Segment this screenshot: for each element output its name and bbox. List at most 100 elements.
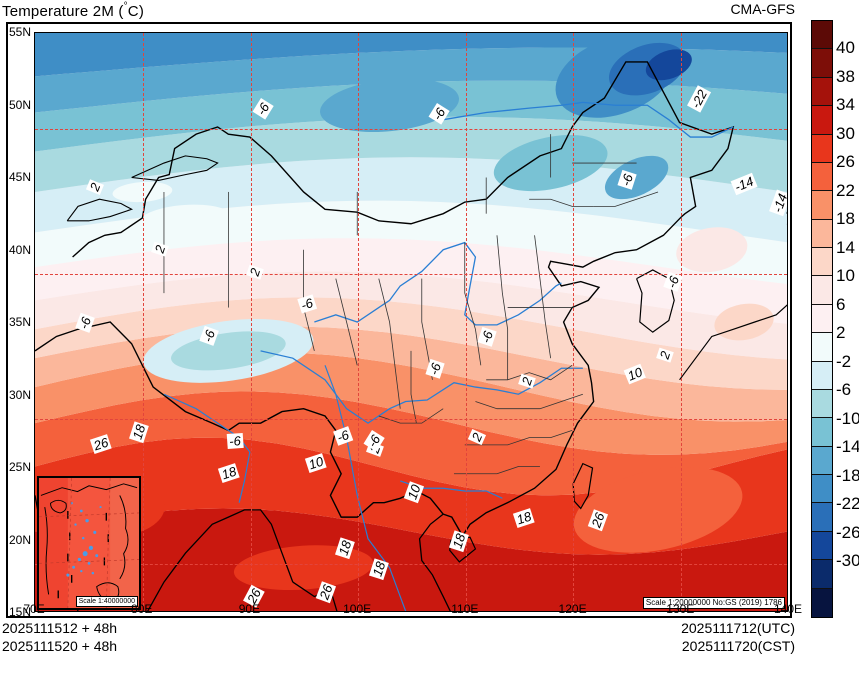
colorbar-band-17 (812, 503, 832, 532)
geo-line (534, 235, 552, 359)
graticule-lon-120 (573, 33, 574, 611)
lat-label-20N: 20N (9, 532, 32, 547)
colorbar-band-1 (812, 49, 832, 78)
colorbar-band-0 (812, 21, 832, 50)
colorbar-band-2 (812, 77, 832, 107)
lon-label-80E: 80E (131, 602, 153, 616)
colorbar-band-12 (812, 361, 832, 390)
colorbar-tick-2: 2 (836, 323, 846, 343)
colorbar-tick-22: 22 (836, 180, 855, 200)
init-time-line-2: 2025111520 + 48h (2, 638, 118, 654)
cold-ne-china-2 (604, 155, 669, 200)
colorbar-tick-6: 6 (836, 294, 846, 314)
geo-line (335, 278, 358, 366)
valid-time-cst: 2025111720(CST) (681, 638, 795, 654)
colorbar-tick-34: 34 (836, 95, 855, 115)
colorbar-tick-minus10: -10 (836, 408, 859, 428)
colorbar-tick-minus26: -26 (836, 522, 859, 542)
geo-line (324, 365, 407, 611)
page-title: Temperature 2M (°C) (2, 1, 145, 20)
colorbar-band-15 (812, 446, 832, 475)
colorbar-tick-10: 10 (836, 266, 855, 286)
geo-line (636, 269, 675, 333)
graticule-lat-50 (35, 129, 787, 130)
lat-label-50N: 50N (9, 97, 32, 112)
geo-line (475, 393, 583, 410)
shade--6 (35, 157, 787, 243)
graticule-lat-40 (35, 274, 787, 275)
temperature-field (35, 33, 787, 611)
colorbar-tick-14: 14 (836, 237, 855, 257)
lat-label-30N: 30N (9, 387, 32, 402)
shade-6 (35, 271, 787, 360)
colorbar-band-9 (812, 276, 832, 305)
south-china-sea-inset: Scale 1:40000000 (37, 476, 141, 610)
geo-line (593, 191, 659, 207)
shade-10 (35, 297, 787, 390)
lon-label-100E: 100E (343, 602, 372, 616)
cold-mongolia (320, 78, 459, 133)
geo-line (443, 101, 734, 138)
colorbar-ticks: 40 38 34 30 26 22 18 14 10 6 2 -2 -6 -10 -14 -18 -22 -26 -… (836, 20, 859, 618)
colorbar-band-5 (812, 162, 832, 192)
colorbar[interactable] (811, 20, 833, 618)
cold-core-ne-inner (645, 49, 692, 81)
shade-30 (35, 508, 787, 611)
lat-label-35N: 35N (9, 315, 32, 329)
model-label: CMA-GFS (730, 1, 795, 17)
lon-label-140E: 140E (773, 602, 803, 616)
colorbar-band-19 (812, 560, 832, 589)
colorbar-band-18 (812, 531, 832, 561)
warm-indochina (233, 545, 374, 591)
colorbar-tick-minus18: -18 (836, 465, 859, 485)
valid-time-utc: 2025111712(UTC) (681, 620, 795, 636)
mild-xinjiang-2 (112, 181, 173, 203)
degree-symbol: ° (123, 1, 128, 12)
geo-line (453, 466, 540, 475)
colorbar-tick-minus6: -6 (836, 380, 852, 400)
shade-22 (35, 391, 787, 496)
geo-line (292, 513, 451, 611)
geo-line (496, 235, 509, 380)
graticule-lon-80 (143, 33, 144, 611)
lon-label-130E: 130E (666, 602, 695, 616)
geo-line (410, 350, 417, 424)
colorbar-band-3 (812, 106, 832, 135)
graticule-lon-100 (358, 33, 359, 611)
graticule-lat-20 (35, 564, 787, 565)
geo-line (529, 198, 594, 207)
colorbar-tick-minus2: -2 (836, 351, 852, 371)
graticule-lat-30 (35, 419, 787, 420)
mild-xinjiang (137, 204, 234, 238)
colorbar-tick-minus22: -22 (836, 494, 859, 514)
geo-line (679, 223, 787, 381)
geo-line (35, 321, 444, 518)
colorbar-band-13 (812, 389, 832, 419)
map-scale-text: Scale 1:20000000 No:GS (2019) 1786 (642, 597, 785, 609)
lat-label-15N: 15N (9, 605, 32, 619)
colorbar-tick-40: 40 (836, 38, 855, 58)
lon-label-110E: 110E (451, 602, 479, 616)
colorbar-tick-minus30: -30 (836, 551, 859, 571)
graticule-lon-110 (466, 33, 467, 611)
geo-line (314, 241, 562, 326)
lat-label-25N: 25N (9, 460, 32, 474)
colorbar-tick-26: 26 (836, 152, 855, 172)
temperature-field-svg (35, 33, 787, 611)
colorbar-tick-30: 30 (836, 123, 855, 143)
geo-line (486, 365, 573, 381)
geo-line (464, 242, 482, 366)
lon-label-70E: 70E (23, 602, 45, 616)
contour-label-minus6-20: -6 (226, 432, 244, 450)
geo-line (442, 216, 683, 538)
colorbar-band-8 (812, 248, 832, 277)
geo-line (66, 198, 134, 222)
colorbar-tick-minus14: -14 (836, 437, 859, 457)
map-plot-area[interactable]: -6 -6 -22 -6 -14 -14 2 2 2 -6 -6 -6 -6 -6 -6 2 2 10 18 26 -6… (34, 32, 788, 612)
colorbar-band-20 (812, 588, 832, 617)
colorbar-band-7 (812, 219, 832, 248)
lat-label-55N: 55N (9, 25, 32, 39)
colorbar-tick-18: 18 (836, 209, 855, 229)
warm-pacific (573, 466, 743, 553)
